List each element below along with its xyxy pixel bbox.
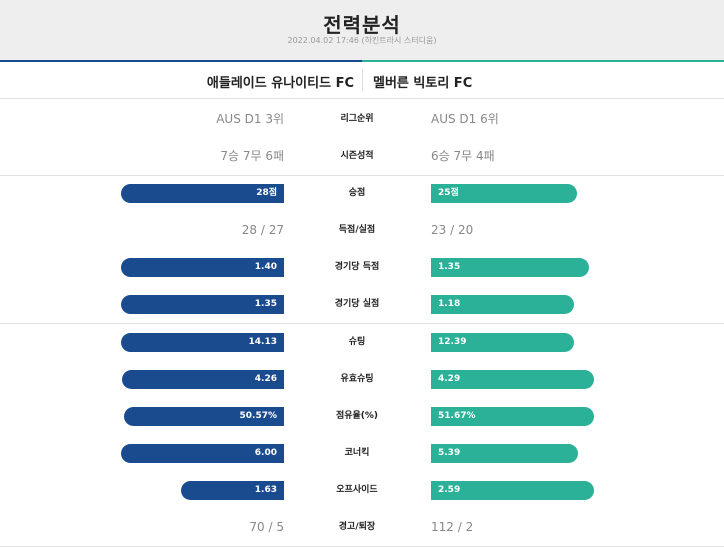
stat-label: 점유율(%) — [335, 411, 379, 421]
home-stat-bar: 28점 — [121, 184, 284, 203]
stat-row-season-record: 7승 7무 6패 시즌성적 6승 7무 4패 — [0, 138, 724, 175]
stat-label: 오프사이드 — [336, 485, 378, 495]
away-goals-for-against: 23 / 20 — [431, 223, 474, 237]
home-stat-bar: 1.40 — [121, 258, 284, 277]
stat-row-goals-per-game: 1.40 경기당 득점 1.35 — [0, 249, 724, 286]
stat-row-conceded-per-game: 1.35 경기당 실점 1.18 — [0, 286, 724, 323]
stat-row-cards: 70 / 5 경고/퇴장 112 / 2 — [0, 509, 724, 546]
home-stat-bar: 4.26 — [122, 370, 284, 389]
home-team-name[interactable]: 애들레이드 유나이티드 FC — [206, 76, 354, 91]
stat-label: 코너킥 — [344, 448, 370, 458]
section-divider — [0, 175, 724, 176]
stat-label: 승점 — [348, 188, 366, 198]
stat-label: 경기당 실점 — [334, 299, 380, 309]
away-stat-bar: 1.18 — [431, 295, 574, 314]
away-stat-bar: 51.67% — [431, 407, 594, 426]
home-league-rank: AUS D1 3위 — [216, 112, 284, 126]
stat-label: 경기당 득점 — [334, 262, 380, 272]
away-stat-bar: 2.59 — [431, 481, 594, 500]
away-color-line — [362, 60, 724, 62]
stat-row-shots: 14.13 슈팅 12.39 — [0, 324, 724, 361]
stat-label: 득점/실점 — [338, 225, 376, 235]
stat-label: 슈팅 — [348, 337, 366, 347]
home-goals-for-against: 28 / 27 — [241, 223, 284, 237]
home-color-line — [0, 60, 362, 62]
stat-row-points: 28점 승점 25점 — [0, 175, 724, 212]
away-stat-bar: 25점 — [431, 184, 577, 203]
away-cards: 112 / 2 — [431, 520, 474, 534]
home-stat-bar: 50.57% — [124, 407, 284, 426]
stat-label: 유효슈팅 — [340, 374, 374, 384]
stat-label: 시즌성적 — [340, 151, 374, 161]
section-divider — [0, 323, 724, 324]
stat-label: 리그순위 — [340, 114, 374, 124]
away-stat-bar: 12.39 — [431, 333, 574, 352]
match-datetime-venue: 2022.04.02 17:46 (하킨트라시 스터디움) — [287, 36, 437, 45]
home-stat-bar: 6.00 — [121, 444, 284, 463]
away-season-record: 6승 7무 4패 — [431, 149, 495, 163]
page-header: 전력분석 2022.04.02 17:46 (하킨트라시 스터디움) — [0, 0, 724, 60]
home-stat-bar: 1.63 — [181, 481, 284, 500]
team-divider — [362, 69, 363, 91]
away-stat-bar: 1.35 — [431, 258, 589, 277]
stat-row-league-rank: AUS D1 3위 리그순위 AUS D1 6위 — [0, 101, 724, 138]
home-stat-bar: 1.35 — [121, 295, 284, 314]
away-stat-bar: 4.29 — [431, 370, 594, 389]
away-stat-bar: 5.39 — [431, 444, 578, 463]
home-cards: 70 / 5 — [249, 520, 284, 534]
away-league-rank: AUS D1 6위 — [431, 112, 499, 126]
away-team-name[interactable]: 멜버른 빅토리 FC — [373, 76, 473, 91]
stat-row-offsides: 1.63 오프사이드 2.59 — [0, 472, 724, 509]
home-stat-bar: 14.13 — [121, 333, 284, 352]
stat-label: 경고/퇴장 — [338, 522, 376, 532]
home-season-record: 7승 7무 6패 — [220, 149, 284, 163]
stat-row-possession: 50.57% 점유율(%) 51.67% — [0, 398, 724, 435]
stat-row-corners: 6.00 코너킥 5.39 — [0, 435, 724, 472]
page-title: 전력분석 — [323, 13, 401, 37]
team-header: 애들레이드 유나이티드 FC 멜버른 빅토리 FC — [0, 60, 724, 99]
stat-row-goals: 28 / 27 득점/실점 23 / 20 — [0, 212, 724, 249]
stat-row-shots-on-target: 4.26 유효슈팅 4.29 — [0, 361, 724, 398]
